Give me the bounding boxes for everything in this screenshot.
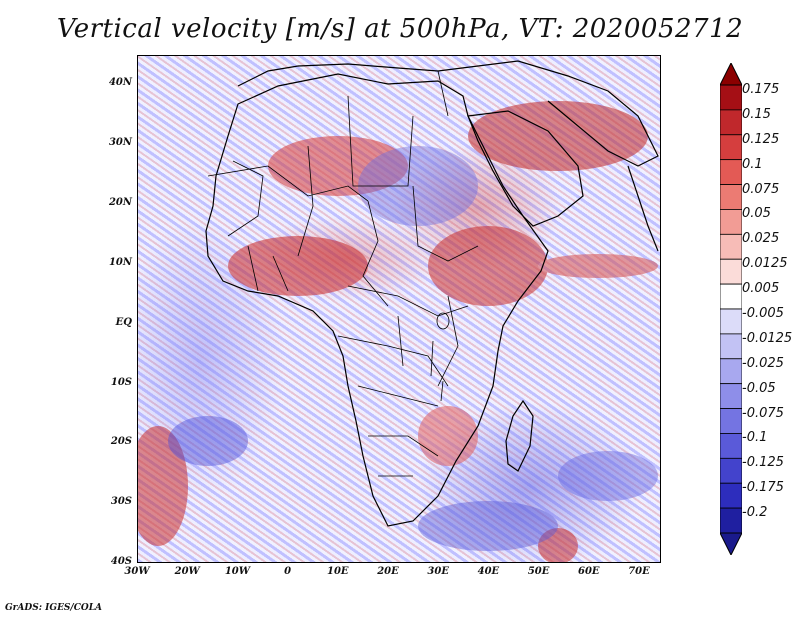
colorbar-swatch: [720, 383, 742, 409]
patch-sahel-north: [268, 136, 408, 196]
lon-tick-label: 60E: [578, 566, 600, 577]
lon-tick-label: 20W: [174, 566, 200, 577]
colorbar-swatch: [720, 283, 742, 310]
colorbar-label: 0.125: [742, 131, 780, 147]
footer-credit: GrADS: IGES/COLA: [5, 603, 103, 613]
lat-tick-label: EQ: [115, 316, 132, 328]
colorbar-label: -0.025: [742, 355, 784, 371]
lat-tick-label: 20N: [108, 196, 132, 208]
lake-tanganyika: [430, 340, 434, 377]
patch-madagascar-south: [538, 528, 578, 562]
patch-atlantic-south: [168, 416, 248, 466]
colorbar-swatch: [720, 333, 742, 360]
colorbar-swatch: [720, 159, 742, 185]
colorbar-label: -0.175: [742, 480, 784, 496]
lon-tick-label: 70E: [628, 566, 650, 577]
colorbar-label: -0.125: [742, 455, 784, 471]
colorbar-swatch: [720, 134, 742, 161]
colorbar-label: 0.025: [742, 231, 780, 247]
colorbar-label: -0.005: [742, 306, 784, 321]
lake-victoria: [436, 312, 450, 330]
madagascar-coastline: [505, 399, 534, 472]
updraft-patches: [138, 101, 658, 562]
colorbar-swatch: [720, 433, 742, 459]
colorbar-label: 0.0125: [742, 256, 788, 272]
colorbar-swatch: [720, 184, 742, 210]
lon-tick-label: 10E: [327, 566, 349, 577]
lon-tick-label: 0: [284, 566, 292, 577]
colorbar-swatch: [720, 308, 742, 335]
lat-tick-label: 10S: [110, 376, 132, 388]
colorbar-label: -0.0125: [742, 330, 793, 346]
colorbar-swatch: [720, 457, 742, 484]
patch-iran: [468, 101, 648, 171]
patch-libya: [358, 146, 478, 226]
downdraft-patches: [168, 146, 658, 551]
patch-south-atlantic: [138, 426, 188, 546]
colorbar-label: -0.1: [742, 430, 768, 446]
colorbar-label: -0.05: [742, 380, 776, 396]
lon-tick-label: 40E: [477, 566, 500, 577]
eurasia-coastline: [237, 60, 659, 167]
lake-malawi: [440, 380, 444, 402]
patch-arabian-sea: [538, 254, 658, 278]
colorbar: [720, 63, 742, 555]
colorbar-label: 0.005: [742, 281, 780, 297]
colorbar-label: 0.175: [742, 82, 780, 97]
colorbar-label: 0.15: [742, 106, 771, 122]
patch-west-africa: [228, 236, 368, 296]
colorbar-label: 0.1: [742, 156, 763, 172]
arabia-coastline: [467, 110, 584, 227]
colorbar-label: -0.2: [742, 505, 768, 521]
lat-tick-label: 40S: [110, 556, 132, 568]
map-overlay: [138, 60, 659, 562]
patch-indian-ocean: [558, 451, 658, 501]
colorbar-label: -0.075: [742, 405, 784, 421]
patch-zambia: [418, 406, 478, 466]
colorbar-swatch: [720, 482, 742, 509]
colorbar-swatch: [720, 507, 742, 534]
lat-tick-label: 20S: [110, 436, 132, 448]
lat-tick-label: 30S: [110, 496, 132, 508]
colorbar-swatch: [720, 109, 742, 136]
lon-tick-label: 30E: [427, 566, 449, 577]
colorbar-swatch: [720, 233, 742, 260]
colorbar-top-arrow: [720, 63, 742, 86]
colorbar-swatch: [720, 408, 742, 434]
lat-tick-label: 30N: [108, 136, 132, 148]
lon-tick-label: 50E: [527, 566, 550, 577]
colorbar-bottom-arrow: [720, 532, 742, 555]
great-lakes: [430, 312, 450, 402]
colorbar-swatch: [720, 358, 742, 385]
patch-ethiopia: [428, 226, 548, 306]
map-plot-area[interactable]: [137, 55, 661, 563]
colorbar-swatch: [720, 84, 742, 111]
patch-indian-southwest: [418, 501, 558, 551]
lat-tick-label: 40N: [108, 77, 132, 88]
lon-tick-label: 30W: [124, 566, 150, 577]
india-coastline: [627, 165, 659, 252]
country-borders: [207, 70, 479, 477]
lat-tick-label: 10N: [108, 256, 132, 268]
colorbar-label: 0.075: [742, 181, 780, 197]
colorbar-label: 0.05: [742, 206, 771, 222]
colorbar-swatch: [720, 258, 742, 285]
lon-tick-label: 20E: [377, 566, 399, 577]
map-title: Vertical velocity [m/s] at 500hPa, VT: 2…: [56, 14, 744, 44]
lon-tick-label: 10W: [224, 566, 250, 577]
colorbar-swatch: [720, 209, 742, 235]
